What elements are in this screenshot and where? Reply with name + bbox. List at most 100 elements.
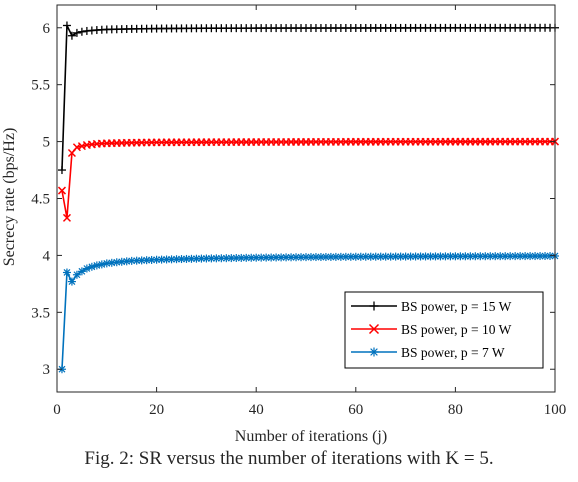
x-tick-label: 80	[448, 402, 463, 418]
legend-item: BS power, p = 15 W	[351, 299, 512, 314]
legend-box	[344, 291, 544, 369]
marker-star-d2	[292, 253, 300, 261]
marker-star-d2	[207, 254, 215, 262]
marker-star-d2	[262, 254, 270, 261]
marker-star-d2	[347, 253, 355, 261]
marker-star-d2	[173, 255, 180, 263]
marker-star-d2	[461, 252, 469, 260]
marker-star-d2	[337, 253, 345, 261]
marker-star-d2	[486, 252, 494, 260]
marker-star-d2	[118, 258, 126, 266]
marker-star-d2	[237, 254, 245, 262]
marker-star-d2	[227, 254, 235, 262]
marker-star-d2	[197, 255, 205, 263]
marker-star-d2	[402, 253, 410, 260]
marker-star-d2	[63, 269, 71, 276]
marker-x-b	[368, 323, 380, 335]
marker-star-d2	[178, 255, 185, 263]
legend-item: BS power, p = 7 W	[351, 345, 505, 360]
marker-star-d2	[496, 252, 504, 260]
marker-star-d2	[432, 252, 439, 260]
marker-star-d2	[427, 253, 434, 260]
y-tick-label: 3.5	[31, 305, 50, 321]
marker-star-d2	[466, 252, 474, 260]
marker-star-d2	[143, 256, 151, 264]
marker-star-d2	[267, 254, 275, 261]
marker-star-d2	[78, 267, 86, 275]
marker-star-d2	[317, 253, 325, 261]
marker-star-d2	[153, 256, 161, 264]
marker-star-d2	[362, 253, 370, 261]
y-tick-label: 6	[43, 21, 51, 37]
marker-star-d2	[506, 252, 514, 260]
figure-caption: Fig. 2: SR versus the number of iteratio…	[84, 448, 494, 469]
marker-star-d2	[257, 254, 265, 262]
x-tick-label: 40	[249, 402, 264, 418]
marker-star-d2	[168, 255, 175, 263]
marker-star-d2	[476, 252, 484, 260]
series-1	[57, 21, 559, 175]
legend-label: BS power, p = 15 W	[401, 299, 512, 314]
marker-star-d2	[327, 253, 335, 261]
marker-star-d2	[481, 252, 489, 260]
marker-star-d2	[387, 253, 395, 261]
x-tick-label: 0	[53, 402, 61, 418]
marker-star-d2	[217, 254, 225, 262]
marker-star-d2	[282, 253, 290, 261]
marker-star-d2	[242, 254, 250, 262]
marker-star-d2	[392, 253, 400, 261]
marker-star-d2	[367, 253, 375, 261]
marker-star-d2	[202, 255, 210, 262]
legend: BS power, p = 15 W BS power, p = 10 W BS p…	[344, 291, 544, 369]
marker-star-d2	[247, 254, 255, 262]
marker-x-b	[72, 143, 81, 152]
marker-star-d2	[312, 253, 320, 261]
marker-star-d2	[302, 253, 310, 261]
marker-star-d2	[128, 257, 136, 265]
marker-star-d2	[536, 252, 544, 260]
marker-star-d2	[163, 256, 170, 263]
marker-star-d2	[212, 254, 220, 262]
marker-star-d2	[307, 253, 315, 261]
y-tick-label: 5	[43, 135, 51, 151]
y-tick-label: 4	[43, 248, 51, 264]
y-axis-label: Secrecy rate (bps/Hz)	[1, 128, 18, 267]
marker-star-d2	[103, 259, 111, 267]
marker-star-d2	[342, 253, 350, 261]
marker-star-d2	[138, 256, 146, 264]
marker-star-d2	[108, 259, 116, 267]
marker-x-b	[77, 142, 86, 151]
marker-star-d2	[188, 255, 195, 263]
marker-star-d2	[531, 252, 539, 260]
marker-star-d2	[417, 253, 424, 260]
marker-star-d2	[412, 253, 419, 260]
marker-star-d2	[352, 253, 360, 261]
marker-star-d2	[252, 254, 260, 262]
marker-star-d2	[148, 256, 156, 264]
marker-star-d2	[451, 252, 459, 260]
marker-star-d2	[516, 252, 524, 260]
marker-star-d2	[123, 257, 131, 265]
marker-star-d2	[98, 260, 106, 268]
marker-star-d2	[88, 263, 96, 271]
marker-star-d2	[68, 278, 76, 286]
x-tick-label: 100	[544, 402, 567, 418]
marker-star-d2	[521, 252, 529, 260]
legend-label: BS power, p = 7 W	[401, 345, 505, 360]
marker-star-d2	[297, 253, 305, 261]
legend-item: BS power, p = 10 W	[351, 322, 512, 337]
marker-star-d2	[471, 252, 479, 260]
marker-star-d2	[332, 253, 340, 261]
marker-star-d2	[158, 256, 166, 264]
marker-star-d2	[541, 252, 549, 260]
series-2	[57, 137, 560, 222]
marker-star-d2	[372, 253, 380, 261]
marker-x-b	[62, 213, 71, 222]
legend-label: BS power, p = 10 W	[401, 322, 512, 337]
marker-star-d2	[546, 252, 554, 260]
marker-star-d2	[133, 257, 141, 265]
marker-star-d2	[322, 253, 330, 261]
marker-star-d2	[442, 252, 449, 260]
marker-star-d2	[382, 253, 390, 261]
y-tick-label: 5.5	[31, 78, 50, 94]
